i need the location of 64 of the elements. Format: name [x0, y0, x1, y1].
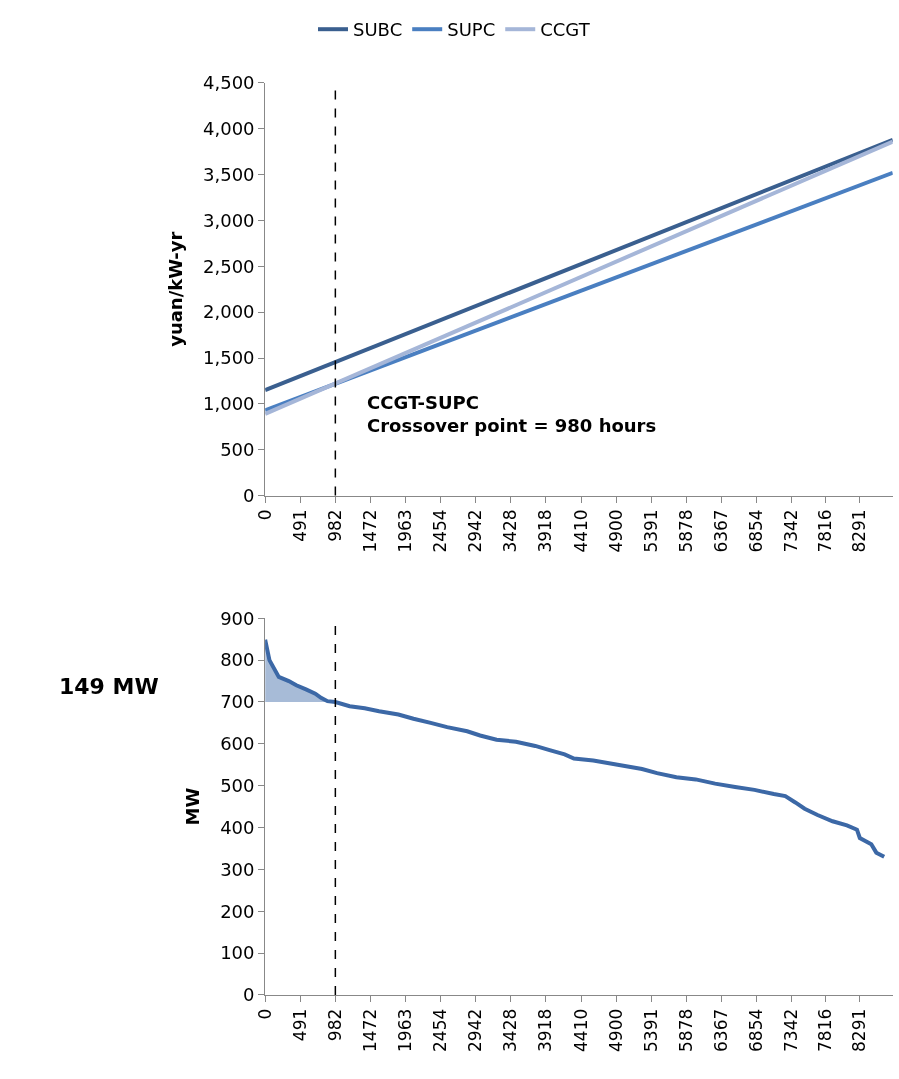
x-tick-label: 4900 — [605, 1008, 626, 1053]
x-tick-label: 491 — [289, 509, 310, 542]
x-tick-label: 982 — [325, 1008, 346, 1042]
x-tick-label: 3918 — [535, 1008, 556, 1053]
x-tick-label: 8291 — [848, 1008, 869, 1053]
y-tick-label: 2,000 — [203, 301, 255, 323]
x-tick-label: 2454 — [430, 509, 451, 553]
y-tick-label: 900 — [220, 607, 255, 629]
legend-label: CCGT — [540, 19, 591, 41]
y-tick-label: 4,500 — [203, 72, 255, 94]
y-tick-label: 300 — [220, 858, 255, 880]
x-tick-label: 6854 — [745, 509, 766, 553]
legend-label: SUBC — [353, 19, 403, 41]
x-tick-label: 1472 — [360, 1008, 381, 1053]
x-tick-label: 0 — [254, 1008, 275, 1020]
y-tick-label: 1,000 — [203, 393, 255, 415]
y-tick-label: 4,000 — [203, 118, 255, 140]
x-tick-label: 1963 — [395, 509, 416, 553]
x-tick-label: 6367 — [710, 1008, 731, 1053]
x-tick-label: 0 — [254, 509, 275, 521]
x-tick-label: 5391 — [640, 1008, 661, 1053]
x-tick-label: 4410 — [570, 509, 591, 553]
x-tick-label: 3918 — [535, 509, 556, 553]
x-tick-label: 5878 — [675, 1008, 696, 1053]
y-tick-label: 700 — [220, 691, 255, 713]
x-tick-label: 7342 — [780, 1008, 801, 1053]
y-tick-label: 1,500 — [203, 347, 255, 369]
x-tick-label: 4410 — [570, 1008, 591, 1053]
x-tick-label: 7816 — [814, 509, 835, 553]
y-axis-title: yuan/kW-yr — [165, 231, 187, 347]
y-tick-label: 0 — [243, 484, 255, 506]
y-tick-label: 2,500 — [203, 255, 255, 277]
x-tick-label: 4900 — [605, 509, 626, 553]
x-tick-label: 7816 — [814, 1008, 835, 1053]
x-tick-label: 8291 — [848, 509, 869, 553]
x-tick-label: 982 — [325, 509, 346, 542]
x-tick-label: 2454 — [430, 1008, 451, 1053]
text: 149 MW — [59, 674, 159, 699]
y-tick-label: 0 — [243, 984, 255, 1006]
x-tick-label: 5878 — [675, 509, 696, 553]
x-tick-label: 2942 — [465, 1008, 486, 1053]
y-tick-label: 600 — [220, 733, 255, 755]
x-tick-label: 6854 — [745, 1008, 766, 1053]
x-tick-label: 5391 — [640, 509, 661, 553]
x-tick-label: 3428 — [500, 509, 521, 553]
y-tick-label: 100 — [220, 942, 255, 964]
legend-label: SUPC — [447, 19, 496, 41]
y-axis-title: MW — [182, 787, 204, 826]
x-tick-label: 6367 — [710, 509, 731, 553]
x-tick-label: 7342 — [780, 509, 801, 553]
annotation: CCGT-SUPC Crossover point = 980 hours — [367, 392, 657, 437]
y-tick-label: 400 — [220, 816, 255, 838]
y-tick-label: 200 — [220, 900, 255, 922]
x-tick-label: 1963 — [395, 1008, 416, 1053]
y-tick-label: 3,000 — [203, 209, 255, 231]
y-tick-label: 500 — [220, 439, 255, 461]
y-tick-label: 3,500 — [203, 163, 255, 185]
y-tick-label: 500 — [220, 774, 255, 796]
line-series — [265, 637, 887, 859]
y-tick-label: 800 — [220, 649, 255, 671]
x-tick-label: 491 — [289, 1008, 310, 1042]
x-tick-label: 2942 — [465, 509, 486, 553]
x-tick-label: 3428 — [500, 1008, 521, 1053]
x-tick-label: 1472 — [360, 509, 381, 553]
